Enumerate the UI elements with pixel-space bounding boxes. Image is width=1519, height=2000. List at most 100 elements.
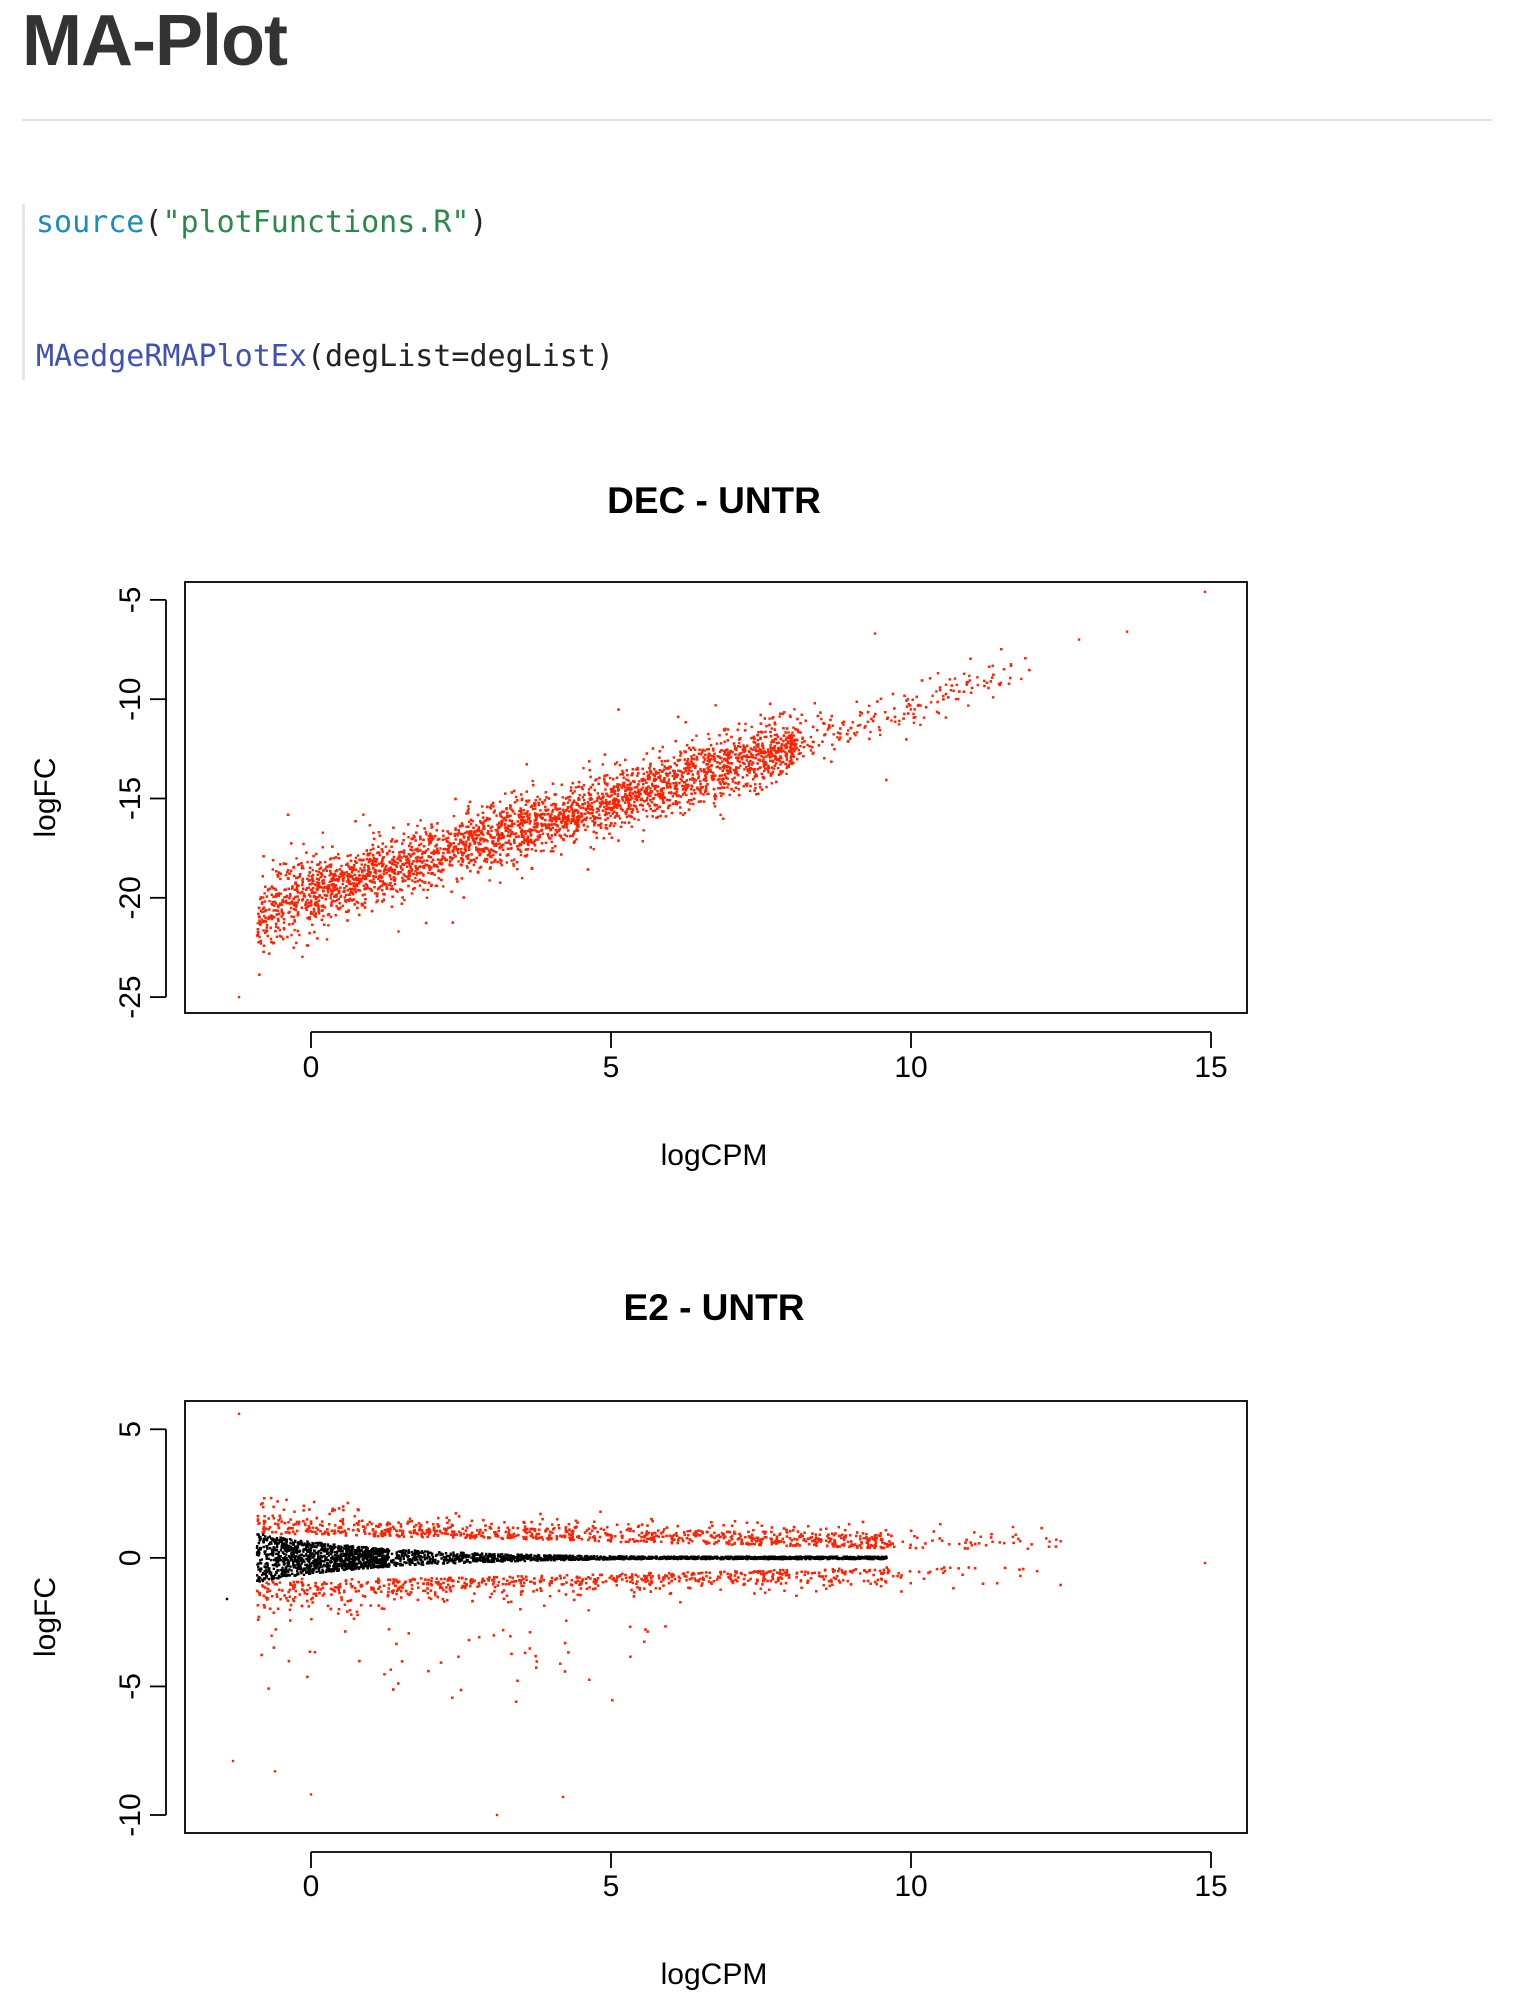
point-significant	[281, 900, 284, 903]
point-significant	[617, 708, 620, 711]
point-significant	[683, 791, 686, 795]
point-significant	[551, 810, 554, 813]
point-significant	[703, 770, 706, 774]
point-significant	[532, 842, 535, 845]
point-significant	[307, 904, 311, 907]
point-significant	[416, 859, 419, 862]
point-significant	[623, 795, 626, 798]
point-significant	[402, 849, 406, 852]
point-significant	[356, 906, 359, 910]
point-significant	[796, 717, 799, 721]
point-significant	[277, 871, 281, 874]
point-significant	[449, 860, 452, 863]
point-significant	[467, 845, 471, 849]
point-significant	[583, 802, 586, 805]
point-significant	[305, 851, 308, 854]
point-significant	[500, 863, 503, 867]
point-significant	[276, 873, 279, 877]
point-significant	[616, 799, 619, 802]
point-significant	[625, 815, 629, 819]
point-significant	[276, 926, 280, 929]
point-significant	[533, 844, 537, 847]
point-significant	[664, 815, 668, 818]
point-significant	[640, 797, 643, 800]
point-significant	[728, 769, 732, 772]
point-significant	[658, 769, 661, 772]
point-significant	[618, 817, 622, 820]
point-significant	[970, 686, 974, 690]
point-significant	[486, 816, 489, 820]
point-significant	[785, 752, 788, 755]
point-significant	[372, 875, 375, 878]
point-significant	[391, 838, 394, 841]
point-significant	[753, 775, 756, 778]
point-significant	[414, 848, 417, 851]
point-significant	[630, 815, 633, 819]
point-significant	[681, 775, 684, 779]
point-significant	[694, 766, 697, 769]
point-significant	[776, 735, 779, 738]
point-significant	[553, 823, 556, 826]
point-significant	[372, 857, 376, 860]
point-significant	[317, 870, 321, 874]
point-significant	[1007, 682, 1011, 685]
point-significant	[480, 829, 483, 832]
point-significant	[494, 858, 497, 862]
point-significant	[651, 747, 655, 750]
point-significant	[811, 752, 814, 756]
point-significant	[562, 826, 566, 829]
point-significant	[624, 793, 627, 796]
point-significant	[295, 904, 298, 907]
point-significant	[512, 832, 516, 836]
point-significant	[693, 757, 696, 761]
point-significant	[777, 757, 781, 761]
point-significant	[606, 807, 610, 811]
point-significant	[338, 907, 341, 911]
point-significant	[320, 896, 324, 899]
point-significant	[462, 851, 466, 855]
point-significant	[433, 834, 437, 838]
point-significant	[309, 888, 313, 891]
point-significant	[536, 813, 539, 817]
point-significant	[462, 836, 466, 839]
point-significant	[491, 825, 494, 828]
point-significant	[520, 819, 523, 822]
point-significant	[561, 818, 564, 821]
point-significant	[292, 866, 295, 869]
point-significant	[343, 899, 347, 902]
point-significant	[480, 837, 483, 840]
point-significant	[797, 748, 800, 752]
point-significant	[313, 914, 316, 917]
point-significant	[352, 868, 355, 872]
point-significant	[385, 864, 388, 868]
point-significant	[630, 825, 633, 828]
point-significant	[294, 882, 297, 885]
point-significant	[770, 727, 773, 730]
point-significant	[414, 839, 417, 842]
point-significant	[403, 852, 406, 855]
point-significant	[355, 882, 358, 886]
point-significant	[416, 850, 419, 853]
point-significant	[314, 915, 317, 918]
point-significant	[416, 868, 419, 871]
point-significant	[749, 755, 752, 758]
point-significant	[797, 752, 801, 756]
point-significant	[394, 864, 398, 867]
point-significant	[748, 789, 752, 793]
point-significant	[597, 782, 600, 786]
point-significant	[456, 834, 459, 837]
point-significant	[354, 856, 358, 859]
point-significant	[291, 922, 294, 925]
point-significant	[666, 786, 669, 789]
point-significant	[721, 786, 724, 789]
point-significant	[624, 812, 628, 816]
point-significant	[558, 811, 561, 815]
point-significant	[380, 848, 384, 851]
point-significant	[598, 801, 602, 804]
point-significant	[525, 799, 528, 803]
point-significant	[341, 904, 345, 907]
point-significant	[534, 799, 537, 802]
point-significant	[419, 837, 422, 841]
point-significant	[381, 850, 384, 853]
point-significant	[346, 910, 349, 913]
